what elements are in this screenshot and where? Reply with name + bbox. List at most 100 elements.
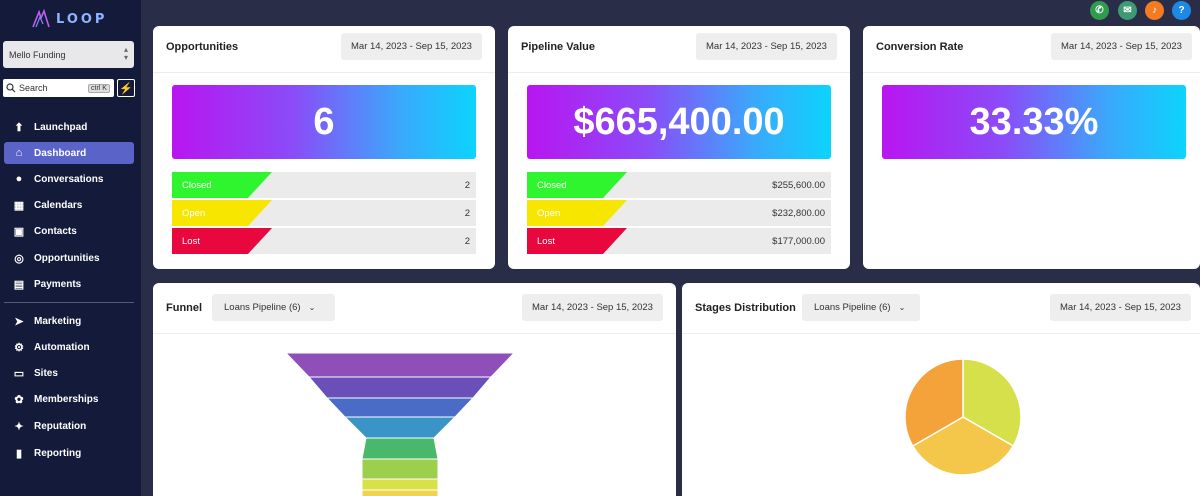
pie-slice-1[interactable] — [962, 358, 1022, 448]
card-title: Pipeline Value — [521, 41, 595, 53]
help-button[interactable]: ? — [1172, 1, 1191, 20]
sidebar-item-label: Launchpad — [34, 121, 88, 133]
account-switcher[interactable]: Mello Funding ▴ ▾ — [3, 41, 134, 68]
funnel-stage-6[interactable] — [361, 458, 439, 480]
sidebar-item-contacts[interactable]: ▣ Contacts — [4, 220, 134, 242]
status-row-closed: Closed $255,600.00 — [527, 172, 831, 198]
sidebar-divider — [4, 302, 134, 303]
opportunities-total: 6 — [172, 85, 476, 159]
pipeline-total: $665,400.00 — [527, 85, 831, 159]
rocket-icon: ⬆ — [14, 121, 24, 134]
sidebar-item-label: Opportunities — [34, 252, 100, 264]
app-logo[interactable]: LOOP — [30, 8, 107, 30]
date-range-picker[interactable]: Mar 14, 2023 - Sep 15, 2023 — [696, 33, 837, 60]
sidebar-item-label: Marketing — [34, 315, 82, 327]
funnel-stage-1[interactable] — [284, 352, 516, 378]
sidebar-item-label: Reputation — [34, 420, 87, 432]
chevron-down-icon: ⌄ — [308, 303, 316, 312]
sidebar-item-label: Sites — [34, 367, 58, 379]
card-divider — [682, 333, 1200, 334]
sidebar-item-marketing[interactable]: ➤ Marketing — [4, 310, 134, 332]
funnel-stage-4[interactable] — [343, 416, 457, 439]
opportunities-card: Opportunities Mar 14, 2023 - Sep 15, 202… — [153, 26, 495, 269]
sidebar-item-label: Payments — [34, 278, 82, 290]
status-label: Open — [527, 200, 627, 226]
card-divider — [863, 72, 1200, 73]
status-label: Lost — [527, 228, 627, 254]
status-row-lost: Lost 2 — [172, 228, 476, 254]
status-row-closed: Closed 2 — [172, 172, 476, 198]
sidebar-item-label: Calendars — [34, 199, 83, 211]
pipeline-dropdown[interactable]: Loans Pipeline (6) ⌄ — [802, 294, 920, 321]
sidebar-item-label: Conversations — [34, 173, 104, 185]
contact-icon: ▣ — [13, 225, 25, 238]
search-input[interactable] — [19, 83, 85, 93]
membership-icon: ✿ — [14, 393, 24, 406]
lightning-icon: ⚡ — [119, 82, 133, 95]
megaphone-icon: ✉ — [1123, 5, 1132, 16]
status-value: $177,000.00 — [772, 236, 825, 247]
pie-slice-2[interactable] — [911, 416, 1015, 476]
pipeline-value-card: Pipeline Value Mar 14, 2023 - Sep 15, 20… — [508, 26, 850, 269]
status-value: 2 — [464, 236, 470, 247]
pie-slice-3[interactable] — [904, 358, 964, 448]
sidebar-item-automation[interactable]: ⚙ Automation — [4, 336, 134, 358]
pipeline-dropdown-label: Loans Pipeline (6) — [814, 302, 891, 313]
sidebar-item-label: Reporting — [34, 447, 82, 459]
logo-text: LOOP — [56, 11, 108, 27]
funnel-stage-2[interactable] — [307, 376, 493, 399]
account-name: Mello Funding — [9, 50, 66, 60]
sidebar-item-launchpad[interactable]: ⬆ Launchpad — [4, 116, 134, 138]
sidebar-item-opportunities[interactable]: ◎ Opportunities — [4, 247, 134, 269]
date-range-picker[interactable]: Mar 14, 2023 - Sep 15, 2023 — [1050, 294, 1191, 321]
sidebar-item-payments[interactable]: ▤ Payments — [4, 273, 134, 295]
status-label: Closed — [527, 172, 627, 198]
send-icon: ➤ — [14, 315, 24, 328]
target-icon: ◎ — [14, 252, 24, 265]
pipeline-dropdown[interactable]: Loans Pipeline (6) ⌄ — [212, 294, 335, 321]
funnel-chart — [284, 352, 516, 496]
funnel-stage-5[interactable] — [361, 437, 439, 460]
funnel-stage-7[interactable] — [361, 478, 439, 491]
card-divider — [153, 72, 495, 73]
conversion-rate-card: Conversion Rate Mar 14, 2023 - Sep 15, 2… — [863, 26, 1200, 269]
sidebar-item-label: Memberships — [34, 393, 99, 405]
funnel-stage-8[interactable] — [361, 489, 439, 496]
date-range-picker[interactable]: Mar 14, 2023 - Sep 15, 2023 — [341, 33, 482, 60]
chart-icon: ▮ — [15, 447, 23, 460]
conversion-rate-value: 33.33% — [882, 85, 1186, 159]
quick-actions-button[interactable]: ⚡ — [117, 79, 135, 97]
sidebar-item-dashboard[interactable]: ⌂ Dashboard — [4, 142, 134, 164]
chevron-updown-icon: ▴ ▾ — [123, 45, 128, 62]
sidebar-item-conversations[interactable]: ● Conversations — [4, 168, 134, 190]
shortcut-hint: ctrl K — [88, 83, 110, 93]
date-range-picker[interactable]: Mar 14, 2023 - Sep 15, 2023 — [522, 294, 663, 321]
pipeline-dropdown-label: Loans Pipeline (6) — [224, 302, 301, 313]
sidebar-item-label: Automation — [34, 341, 90, 353]
sidebar-item-calendars[interactable]: ▦ Calendars — [4, 194, 134, 216]
help-icon: ? — [1178, 5, 1185, 16]
sidebar-item-reporting[interactable]: ▮ Reporting — [4, 442, 134, 464]
sidebar: LOOP Mello Funding ▴▾ ctrl K ⚡ ⬆ Launchpa… — [0, 0, 141, 496]
status-label: Lost — [172, 228, 272, 254]
bell-icon: ♪ — [1152, 5, 1157, 16]
sidebar-item-memberships[interactable]: ✿ Memberships — [4, 388, 134, 410]
funnel-card: Funnel Loans Pipeline (6) ⌄ Mar 14, 2023… — [153, 283, 676, 496]
search-box[interactable]: ctrl K — [3, 79, 114, 97]
sidebar-item-sites[interactable]: ▭ Sites — [4, 362, 134, 384]
status-row-open: Open 2 — [172, 200, 476, 226]
payment-icon: ▤ — [13, 278, 25, 291]
funnel-stage-3[interactable] — [325, 397, 475, 418]
status-value: 2 — [464, 208, 470, 219]
card-title: Funnel — [166, 302, 203, 314]
home-icon: ⌂ — [15, 147, 23, 159]
phone-button[interactable]: ✆ — [1090, 1, 1109, 20]
chevron-down-icon: ⌄ — [898, 303, 906, 312]
search-icon — [6, 83, 16, 93]
date-range-picker[interactable]: Mar 14, 2023 - Sep 15, 2023 — [1051, 33, 1192, 60]
sidebar-item-reputation[interactable]: ✦ Reputation — [4, 415, 134, 437]
notifications-button[interactable]: ♪ — [1145, 1, 1164, 20]
loop-logo-icon — [32, 8, 50, 28]
announcements-button[interactable]: ✉ — [1118, 1, 1137, 20]
card-divider — [508, 72, 850, 73]
